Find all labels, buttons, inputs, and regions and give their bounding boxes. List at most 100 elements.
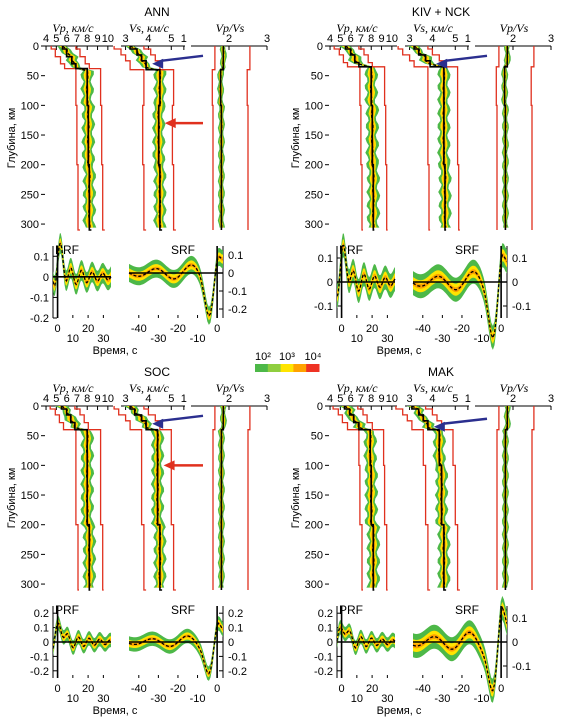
prf-x-tick-label: 20 [366,683,378,695]
prf-x-tick-label: 10 [351,693,363,705]
vs-mean-line [129,45,162,228]
vp-tick-label: 5 [53,393,59,405]
srf-x-tick-label: -10 [474,693,490,705]
vp-subpanel: 4 5 6 7 8 9 10 [327,33,398,231]
time-axis-label: Время, с [93,345,138,357]
depth-axis-label: Глубина, км [6,108,18,169]
colorbar-segment [255,364,269,372]
vp-density-core [61,46,92,228]
prf-y-tick-label: 0.2 [34,608,49,620]
prf-x-tick-label: 10 [351,333,363,345]
blue-arrow-shaft [442,417,488,426]
depth-tick-label: 50 [27,431,39,443]
srf-x-tick-label: -30 [150,333,166,345]
vp-tick-label: 4 [327,393,333,405]
prf-y-tick-label: -0.2 [30,313,49,325]
srf-x-tick-label: -10 [474,333,490,345]
vs-tick-label: 3 [123,33,129,45]
srf-y-tick-label: -0.1 [512,301,531,313]
vs-tick-label: 4 [429,393,435,405]
vp-tick-label: 9 [94,33,100,45]
vp-tick-label: 7 [74,393,80,405]
srf-x-tick-label: -40 [131,323,147,335]
vp-tick-label: 5 [337,33,343,45]
vp-tick-label: 10 [102,33,114,45]
vs-tick-label: 1 [465,33,471,45]
vp-density-mid [59,46,94,228]
srf-x-tick-label: 0 [498,323,504,335]
vs-bound-left [113,406,147,591]
blue-arrow-head [152,58,164,69]
vp-mean-line [344,405,375,588]
srf-x-tick-label: -40 [131,683,147,695]
depth-axis-label: Глубина, км [290,108,302,169]
vpvs-tick-label: 3 [264,33,270,45]
vs-tick-label: 5 [452,33,458,45]
vpvs-tick-label: 2 [510,33,516,45]
depth-tick-label: 0 [317,401,323,413]
blue-arrow-shaft [160,414,204,423]
vp-tick-label: 7 [358,33,364,45]
depth-axis-label: Глубина, км [6,468,18,529]
srf-x-tick-label: -20 [170,683,186,695]
vp-tick-label: 6 [64,33,70,45]
srf-panel: 0.1 0 -0.1 -40-30 -20 -10 0 [412,243,531,350]
vpvs-mean-line [220,405,225,588]
vs-bound-left [395,406,431,591]
vp-tick-label: 7 [74,33,80,45]
vpvs-tick-label: 3 [548,33,554,45]
colorbar-tick-label: 10⁴ [305,351,322,363]
srf-y-tick-label: 0 [512,637,518,649]
depth-tick-label: 100 [305,100,323,112]
prf-x-tick-label: 20 [82,683,94,695]
vp-bound-left [50,46,80,231]
srf-y-tick-label: 0 [228,268,234,280]
colorbar-segment [293,364,307,372]
srf-band-outer [413,595,507,703]
depth-tick-label: 50 [311,431,323,443]
prf-y-tick-label: -0.2 [314,666,333,678]
vs-tick-label: 1 [181,393,187,405]
vs-density-outer [407,46,452,228]
blue-arrow-shaft [160,54,204,63]
srf-waveform [128,256,224,318]
depth-tick-label: 250 [305,549,323,561]
red-arrow-head [163,460,175,471]
vs-tick-label: 3 [407,393,413,405]
vpvs-axis-label: Vp/Vs [500,381,529,395]
vp-tick-label: 4 [327,33,333,45]
srf-y-tick-label: -0.2 [228,666,247,678]
depth-tick-label: 100 [21,460,39,472]
vs-model-line [129,46,163,231]
srf-band-outer [413,243,507,350]
srf-y-tick-label: 0.1 [512,253,527,265]
vp-tick-label: 6 [348,33,354,45]
prf-x-tick-label: 0 [339,323,345,335]
prf-y-tick-label: -0.1 [30,292,49,304]
station-title: SOC [144,365,170,379]
red-arrow-head [164,118,176,129]
prf-x-tick-label: 0 [339,683,345,695]
vp-density-mid [341,406,378,588]
vpvs-bound-left [212,406,216,590]
vs-tick-label: 5 [168,393,174,405]
prf-y-tick-label: -0.1 [314,651,333,663]
srf-x-tick-label: -30 [434,333,450,345]
prf-x-tick-label: 30 [97,693,109,705]
srf-label: SRF [171,603,195,617]
depth-tick-label: 200 [305,160,323,172]
vp-tick-label: 10 [102,393,114,405]
prf-label: PRF [339,603,363,617]
depth-tick-label: 150 [305,490,323,502]
colorbar-tick-label: 10² [255,351,271,363]
vpvs-bound-right [246,46,251,230]
vp-bound-left [333,46,363,231]
srf-panel: 0.2 0.1 0 -0.1 -0.2 -40-30 -20 -10 0 [128,606,247,705]
srf-label: SRF [171,243,195,257]
vp-bound-right [357,406,388,591]
